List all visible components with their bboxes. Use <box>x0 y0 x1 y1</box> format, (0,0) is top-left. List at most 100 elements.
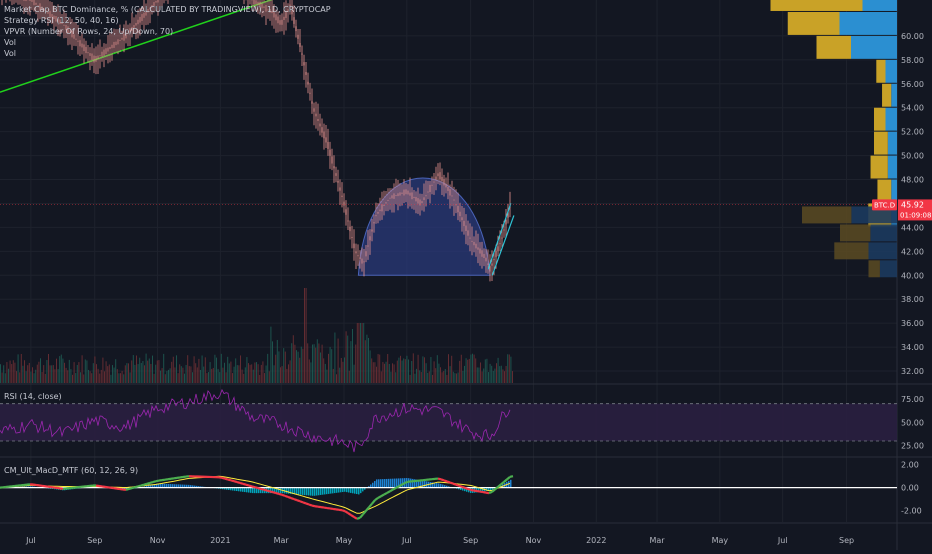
volume-bar <box>45 374 46 383</box>
volume-bar <box>142 361 143 383</box>
volume-bar <box>181 366 182 383</box>
volume-bar <box>194 356 195 383</box>
candle-body <box>363 261 364 262</box>
volume-bar <box>21 354 22 383</box>
volume-profile-bar-up <box>876 60 885 83</box>
volume-bar <box>147 361 148 383</box>
volume-bar <box>221 354 222 383</box>
volume-bar <box>123 374 124 383</box>
volume-bar <box>339 368 340 383</box>
volume-bar <box>62 359 63 383</box>
volume-bar <box>3 365 4 383</box>
volume-profile-bar-down <box>888 132 897 155</box>
candle-body <box>473 242 474 245</box>
volume-bar <box>110 375 111 383</box>
macd-line-segment <box>399 485 402 487</box>
volume-bar <box>370 350 371 383</box>
volume-bar <box>77 365 78 383</box>
volume-bar <box>171 362 172 383</box>
volume-bar <box>410 375 411 383</box>
volume-bar <box>88 370 89 383</box>
volume-bar <box>67 370 68 383</box>
macd-histogram-bar <box>296 488 298 495</box>
candle-body <box>305 72 306 75</box>
macd-line-segment <box>288 497 291 498</box>
volume-bar <box>506 366 507 383</box>
volume-profile-bar-down <box>886 60 898 83</box>
volume-bar <box>363 323 364 383</box>
volume-bar <box>99 374 100 383</box>
volume-bar <box>424 357 425 383</box>
volume-bar <box>35 370 36 383</box>
volume-bar <box>141 363 142 383</box>
volume-bar <box>160 371 161 383</box>
candle-body <box>471 241 472 242</box>
volume-bar <box>440 367 441 383</box>
volume-bar <box>182 368 183 383</box>
macd-line-segment <box>489 492 492 493</box>
volume-bar <box>354 365 355 383</box>
rsi-title: RSI (14, close) <box>4 391 62 402</box>
volume-bar <box>478 368 479 383</box>
volume-bar <box>206 373 207 383</box>
macd-line-segment <box>138 486 141 487</box>
macd-histogram-bar <box>436 483 438 488</box>
volume-bar <box>429 371 430 383</box>
macd-histogram-bar <box>246 488 248 493</box>
time-axis-tick: Jul <box>777 536 788 545</box>
symbol-tag-text: BTC.D <box>874 201 895 209</box>
volume-bar <box>446 375 447 383</box>
volume-bar <box>434 361 435 383</box>
volume-bar <box>237 365 238 383</box>
volume-bar <box>392 363 393 383</box>
volume-bar <box>510 357 511 383</box>
volume-bar <box>349 371 350 383</box>
candle-body <box>433 182 434 183</box>
candle-body <box>155 1 156 3</box>
candle-body <box>435 177 436 180</box>
macd-line-segment <box>222 478 225 479</box>
candle-body <box>469 238 470 239</box>
volume-bar <box>390 372 391 383</box>
candle-body <box>437 173 438 176</box>
macd-line-segment <box>219 477 222 478</box>
volume-bar <box>13 360 14 383</box>
volume-bar <box>139 358 140 383</box>
volume-bar <box>59 356 60 383</box>
macd-histogram-bar <box>350 488 352 493</box>
macd-histogram-bar <box>388 479 390 488</box>
volume-bar <box>90 371 91 383</box>
volume-bar <box>290 360 291 383</box>
volume-bar <box>499 366 500 383</box>
candle-body <box>483 254 484 258</box>
price-axis-tick: 42.00 <box>901 247 924 256</box>
macd-line-segment <box>276 493 279 494</box>
volume-bar <box>333 369 334 383</box>
macd-histogram-bar <box>244 488 246 492</box>
macd-line-segment <box>312 506 315 507</box>
volume-bar <box>394 364 395 383</box>
volume-bar <box>222 368 223 383</box>
volume-bar <box>384 364 385 383</box>
candle-body <box>407 191 408 195</box>
macd-line-segment <box>237 482 240 483</box>
candle-body <box>443 179 444 185</box>
macd-line-segment <box>384 493 387 495</box>
volume-bar <box>483 368 484 383</box>
volume-bar <box>37 365 38 383</box>
volume-bar <box>426 363 427 383</box>
volume-bar <box>86 360 87 383</box>
volume-bar <box>381 371 382 383</box>
volume-bar <box>83 374 84 383</box>
volume-bar <box>14 363 15 383</box>
volume-bar <box>254 362 255 383</box>
volume-bar <box>448 354 449 383</box>
time-axis-tick: Mar <box>274 536 290 545</box>
macd-histogram-bar <box>378 479 380 487</box>
price-axis-tick: 58.00 <box>901 56 924 65</box>
price-axis-tick: 50.00 <box>901 152 924 161</box>
main-title: Market Cap BTC Dominance, % (CALCULATED … <box>4 4 331 15</box>
volume-bar <box>451 356 452 383</box>
volume-bar <box>309 359 310 383</box>
